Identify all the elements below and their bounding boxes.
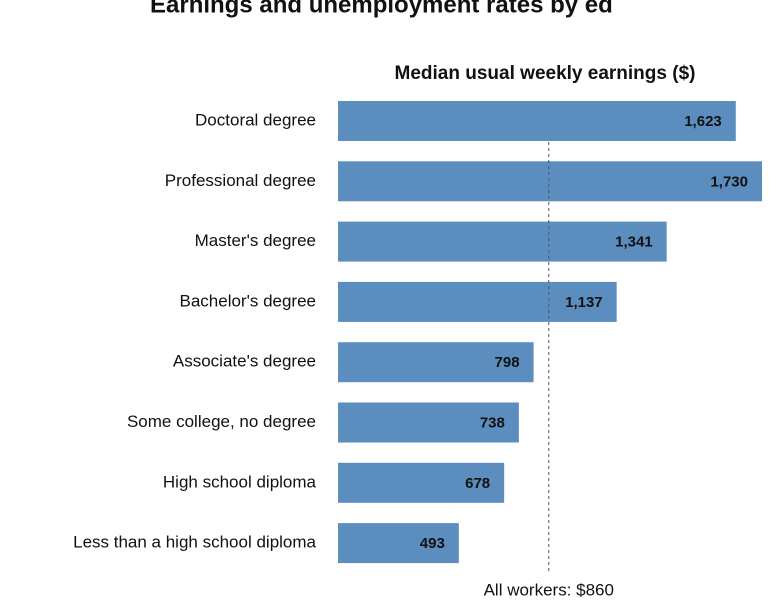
category-label: High school diploma (163, 472, 317, 491)
category-label: Associate's degree (173, 352, 316, 371)
chart-title: Earnings and unemployment rates by ed (150, 0, 613, 18)
value-label: 738 (480, 414, 505, 431)
category-label: Less than a high school diploma (73, 533, 316, 552)
category-label: Bachelor's degree (180, 291, 317, 310)
bar (338, 101, 736, 141)
value-label: 1,623 (684, 113, 722, 130)
reference-label: All workers: $860 (484, 580, 614, 599)
category-label: Professional degree (165, 171, 316, 190)
value-label: 798 (495, 354, 520, 371)
bar (338, 523, 459, 564)
bar (338, 161, 762, 202)
value-label: 1,341 (615, 234, 653, 251)
category-label: Master's degree (195, 231, 316, 250)
bar (338, 221, 667, 262)
category-label: Some college, no degree (127, 412, 316, 431)
bar (338, 402, 519, 443)
value-label: 678 (465, 475, 490, 492)
chart-subtitle: Median usual weekly earnings ($) (395, 63, 696, 84)
value-label: 1,137 (565, 294, 603, 311)
bar (338, 281, 617, 322)
bar (338, 342, 534, 383)
value-label: 1,730 (710, 173, 748, 190)
value-label: 493 (420, 535, 445, 552)
bar (338, 462, 505, 503)
category-label: Doctoral degree (195, 110, 316, 129)
